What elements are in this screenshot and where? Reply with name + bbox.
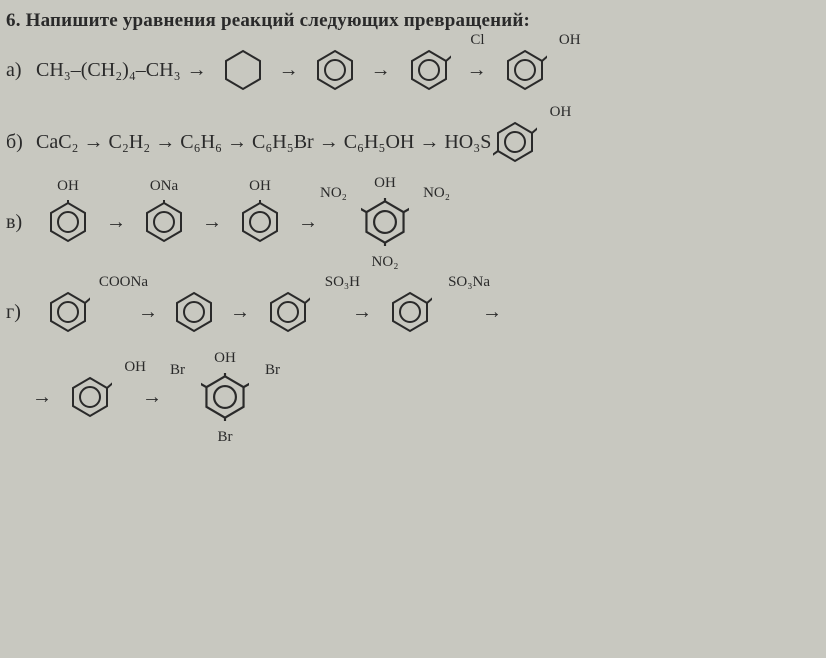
subst-oh: OH (124, 359, 146, 376)
picric-icon: OH NO₂ NO₂ NO₂ (354, 191, 416, 253)
hexagon-ring (407, 48, 451, 92)
arrow-icon: → (106, 211, 126, 234)
arrow-icon: → (32, 386, 52, 409)
hexagon-plain (221, 48, 265, 92)
arrow-icon: → (371, 59, 391, 82)
subst-oh: OH (249, 178, 271, 195)
arrow-icon: → (467, 59, 487, 82)
subst-br: Br (218, 429, 233, 446)
row-g2: → OH → OH Br Br Br (6, 352, 808, 442)
chlorobenzene-icon: Cl (401, 42, 457, 98)
arrow-icon: → (352, 301, 372, 324)
hexagon-ring (493, 120, 537, 164)
phenol-icon: OH (232, 194, 288, 250)
subst-so3na: SO₃Na (448, 274, 490, 291)
row-b: б) CaC₂ → C₂H₂ → C₆H₆ → C₆H₅Br → C₆H₅OH … (6, 110, 808, 174)
subst-br: Br (265, 362, 280, 379)
subst-br: Br (170, 362, 185, 379)
arrow-icon: → (138, 301, 158, 324)
label-v: в) (6, 211, 30, 234)
subst-cl: Cl (470, 32, 484, 49)
cyclohexane-icon (217, 44, 269, 96)
row-a: а) CH₃–(CH₂)₄–CH₃ → → → Cl → (6, 38, 808, 102)
subst-ona: ONa (150, 178, 178, 195)
exercise-title: 6. Напишите уравнения реакций следующих … (6, 10, 808, 32)
benzenesulfonic-icon: SO₃H (260, 284, 316, 340)
subst-so3h: SO₃H (325, 274, 360, 291)
subst-oh: OH (214, 350, 236, 367)
phenol-icon: OH (62, 369, 118, 425)
arrow-icon: → (230, 301, 250, 324)
subst-no2: NO₂ (372, 254, 399, 271)
arrow-icon: → (482, 301, 502, 324)
arrow-icon: → (187, 59, 207, 82)
row-g1: г) COONa → → SO₃H → (6, 280, 808, 344)
arrow-icon: → (279, 59, 299, 82)
sodium-benzoate-icon: COONa (40, 284, 96, 340)
row-v: в) OH → ONa → OH (6, 182, 808, 262)
subst-oh: OH (374, 175, 396, 192)
chain-b-text: CaC₂ → C₂H₂ → C₆H₆ → C₆H₅Br → C₆H₅OH → H… (36, 131, 491, 154)
arrow-icon: → (142, 386, 162, 409)
hexagon-ring (313, 48, 357, 92)
hexagon-ring (503, 48, 547, 92)
label-g: г) (6, 301, 30, 324)
subst-coona: COONa (99, 274, 148, 291)
phenol-icon: OH (40, 194, 96, 250)
benzene-icon (309, 44, 361, 96)
arrow-icon: → (202, 211, 222, 234)
subst-oh: OH (559, 32, 581, 49)
chain-a-text: CH₃–(CH₂)₄–CH₃ (36, 59, 181, 82)
sodium-benzenesulfonate-icon: SO₃Na (382, 284, 438, 340)
subst-no2: NO₂ (320, 185, 347, 202)
subst-no2: NO₂ (423, 185, 450, 202)
phenolate-icon: ONa (136, 194, 192, 250)
tribromophenol-icon: OH Br Br Br (194, 366, 256, 428)
phenol-icon: OH (497, 42, 553, 98)
arrow-icon: → (298, 211, 318, 234)
subst-oh: OH (57, 178, 79, 195)
benzene-icon (168, 286, 220, 338)
subst-oh: OH (550, 104, 572, 121)
label-b: б) (6, 131, 30, 154)
phenolsulfonic-icon: OH (487, 114, 543, 170)
label-a: а) (6, 59, 30, 82)
